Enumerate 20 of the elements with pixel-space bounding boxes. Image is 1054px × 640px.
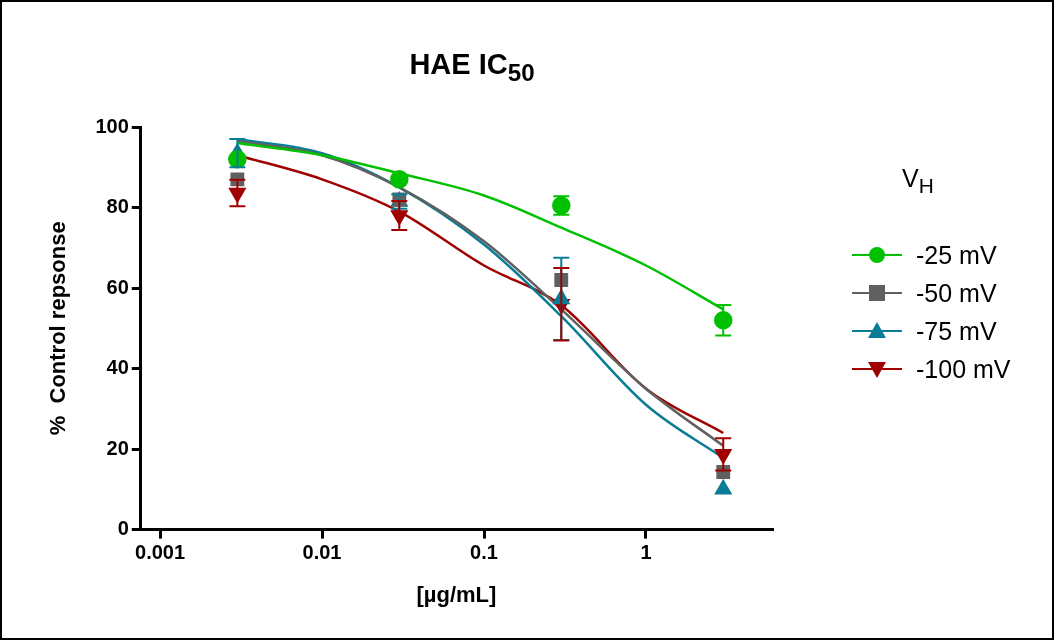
y-tick-label: 60 <box>106 275 129 298</box>
x-tick-label: 0.001 <box>135 541 186 564</box>
x-axis-title: [µg/mL] <box>416 581 497 607</box>
x-tick-label: 0.01 <box>302 541 342 564</box>
legend-title: V$_{H}$ <box>902 164 935 198</box>
y-tick-label: 40 <box>106 356 129 379</box>
legend-label: -100 mV <box>916 354 1011 384</box>
point <box>715 480 732 495</box>
legend-label: -25 mV <box>916 240 997 270</box>
y-tick-label: 20 <box>106 436 129 459</box>
legend-label: -50 mV <box>916 278 997 308</box>
y-tick-label: 0 <box>117 517 129 540</box>
point <box>390 170 409 189</box>
chart-title: HAE IC$_{50}$ <box>408 48 536 87</box>
y-axis-title: % Control repsonse <box>45 221 71 436</box>
x-tick-label: 0.1 <box>470 541 498 564</box>
y-tick-label: 80 <box>106 195 129 218</box>
y-tick-label: 100 <box>95 114 129 137</box>
x-tick-label: 1 <box>640 541 652 564</box>
legend-label: -75 mV <box>916 316 997 346</box>
